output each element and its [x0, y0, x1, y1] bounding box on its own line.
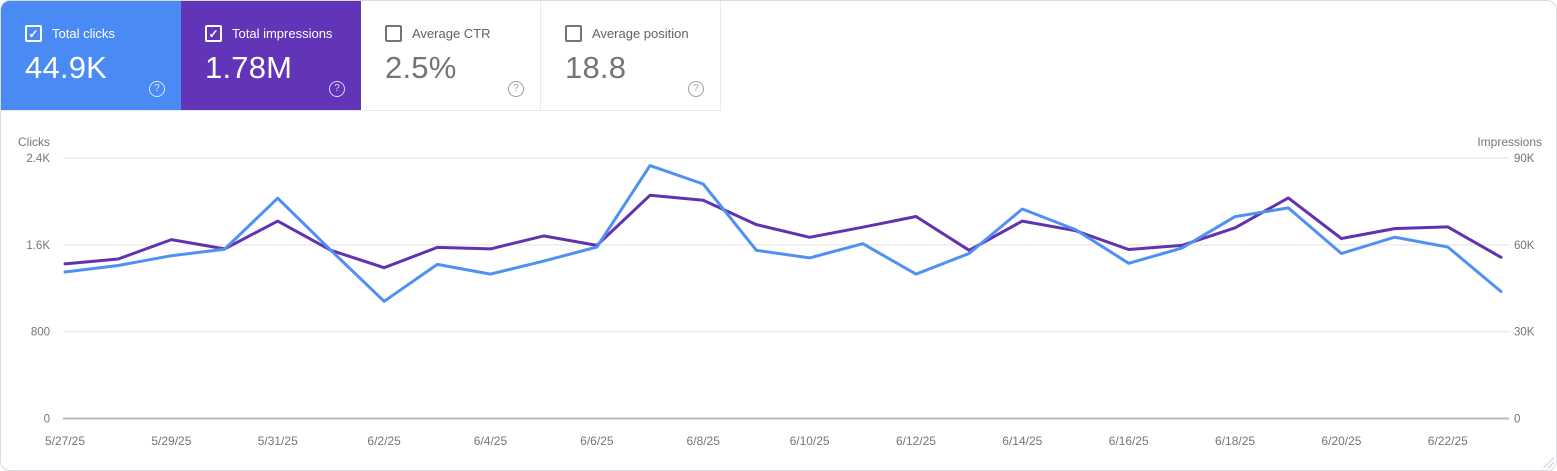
x-axis-date-label: 6/16/25 [1109, 434, 1149, 448]
card-total-clicks[interactable]: Total clicks 44.9K ? [1, 1, 181, 111]
clicks-impressions-line-chart[interactable]: Clicks Impressions 2.4K 1.6K 800 0 90K 60K 30K 0 5… [1, 111, 1557, 471]
card-total-impressions[interactable]: Total impressions 1.78M ? [181, 1, 361, 111]
right-axis-title: Impressions [1477, 135, 1542, 149]
total-clicks-checkbox[interactable] [25, 25, 42, 42]
help-icon[interactable]: ? [688, 81, 704, 97]
help-icon[interactable]: ? [508, 81, 524, 97]
average-ctr-checkbox[interactable] [385, 25, 402, 42]
performance-chart[interactable]: Clicks Impressions 2.4K 1.6K 800 0 90K 60K 30K 0 5… [1, 111, 1557, 471]
left-axis-tick: 0 [44, 414, 50, 426]
card-average-position[interactable]: Average position 18.8 ? [541, 1, 721, 111]
card-header: Total clicks [25, 25, 181, 42]
card-label: Total impressions [232, 26, 333, 41]
x-axis-date-label: 6/22/25 [1428, 434, 1468, 448]
x-axis-date-label: 6/2/25 [367, 434, 401, 448]
x-axis-date-label: 6/10/25 [790, 434, 830, 448]
x-axis-date-label: 6/4/25 [474, 434, 508, 448]
x-axis-date-label: 5/31/25 [258, 434, 298, 448]
total-impressions-value: 1.78M [205, 50, 293, 85]
total-clicks-value: 44.9K [25, 50, 108, 85]
x-axis-date-label: 6/14/25 [1002, 434, 1042, 448]
card-label: Average CTR [412, 26, 491, 41]
resize-handle-icon[interactable] [1543, 457, 1554, 468]
card-header: Average position [565, 25, 720, 42]
impressions-line [63, 193, 1503, 270]
average-position-checkbox[interactable] [565, 25, 582, 42]
total-impressions-checkbox[interactable] [205, 25, 222, 42]
x-axis-date-label: 6/8/25 [687, 434, 721, 448]
metric-cards: Total clicks 44.9K ? Total impressions 1… [1, 1, 722, 111]
left-axis-tick: 1.6K [26, 240, 50, 252]
card-header: Average CTR [385, 25, 540, 42]
x-axis-date-label: 6/6/25 [580, 434, 614, 448]
right-axis-tick: 60K [1514, 240, 1535, 252]
card-average-ctr[interactable]: Average CTR 2.5% ? [361, 1, 541, 111]
right-axis-tick: 30K [1514, 327, 1535, 339]
average-ctr-value: 2.5% [385, 50, 457, 85]
right-axis-tick: 0 [1514, 414, 1520, 426]
left-axis-tick: 2.4K [26, 153, 50, 165]
help-icon[interactable]: ? [329, 81, 345, 97]
x-axis-date-label: 6/18/25 [1215, 434, 1255, 448]
clicks-line [63, 164, 1503, 303]
help-icon[interactable]: ? [149, 81, 165, 97]
left-axis-tick: 800 [31, 327, 50, 339]
x-axis-date-label: 6/20/25 [1321, 434, 1361, 448]
right-axis-tick: 90K [1514, 153, 1535, 165]
card-header: Total impressions [205, 25, 361, 42]
x-axis-date-label: 5/27/25 [45, 434, 85, 448]
card-label: Total clicks [52, 26, 115, 41]
left-axis-title: Clicks [18, 135, 50, 149]
x-axis-date-label: 6/12/25 [896, 434, 936, 448]
average-position-value: 18.8 [565, 50, 627, 85]
x-axis-date-label: 5/29/25 [151, 434, 191, 448]
card-label: Average position [592, 26, 689, 41]
